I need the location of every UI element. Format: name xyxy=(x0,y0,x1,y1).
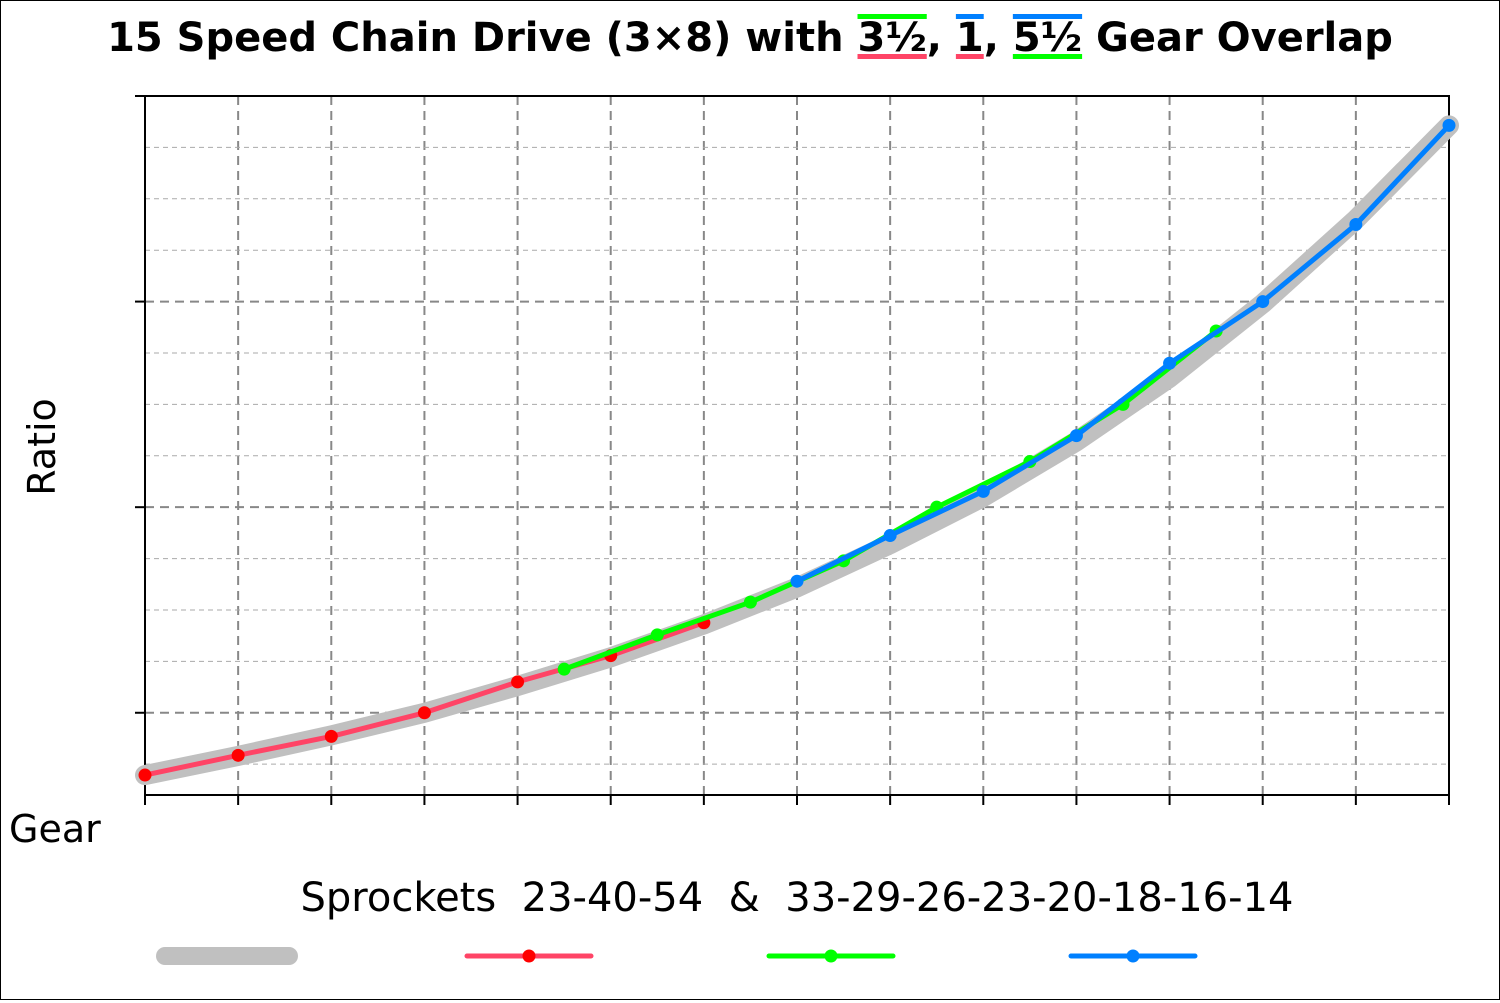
series-point-high-54 xyxy=(1163,356,1177,370)
series-point-low-23 xyxy=(511,675,525,689)
y-axis-label: Ratio xyxy=(20,398,64,496)
title-overlap-topbar xyxy=(955,14,984,19)
series-point-high-54 xyxy=(1442,118,1456,132)
series-point-low-23 xyxy=(231,748,245,762)
title-overlap-c: 5½ xyxy=(1013,15,1082,61)
series-point-med-40 xyxy=(743,595,757,609)
title-separator-2: , xyxy=(984,15,1013,61)
chart-axes xyxy=(135,95,1450,805)
series-point-high-54 xyxy=(1256,295,1270,309)
title-overlap-underlines xyxy=(857,14,1083,59)
title-overlap-a: 3½ xyxy=(858,15,927,61)
title-overlap-topbar xyxy=(1012,14,1083,19)
chart-series xyxy=(135,115,1459,786)
series-point-high-54 xyxy=(883,529,897,543)
series-point-low-23 xyxy=(138,768,152,782)
series-line-high-54 xyxy=(794,122,1452,584)
series-point-high-54 xyxy=(1349,217,1363,231)
title-prefix: 15 Speed Chain Drive (3×8) with xyxy=(107,15,857,61)
legend-marker-low-23 xyxy=(522,949,536,963)
series-point-high-54 xyxy=(976,484,990,498)
title-overlap-bottombar xyxy=(955,54,984,59)
series-point-high-54 xyxy=(790,574,804,588)
series-point-high-54 xyxy=(1069,429,1083,443)
series-point-low-23 xyxy=(417,706,431,720)
title-overlap-bottombar xyxy=(1012,54,1083,59)
series-point-med-40 xyxy=(557,662,571,676)
title-suffix: Gear Overlap xyxy=(1082,15,1393,61)
x-axis-label: Sprockets 23-40-54 & 33-29-26-23-20-18-1… xyxy=(301,875,1294,921)
legend-marker-med-40 xyxy=(824,949,838,963)
title-separator-1: , xyxy=(927,15,956,61)
chart-title: 15 Speed Chain Drive (3×8) with 3½, 1, 5… xyxy=(107,15,1393,61)
title-overlap-b: 1 xyxy=(956,15,984,61)
x-axis-gear-title: Gear xyxy=(9,807,101,851)
chart-grid xyxy=(145,96,1449,795)
title-overlap-topbar xyxy=(857,14,927,19)
title-overlap-bottombar xyxy=(857,54,927,59)
legend-marker-high-54 xyxy=(1126,949,1140,963)
chart-legend xyxy=(156,947,1198,965)
series-point-low-23 xyxy=(324,729,338,743)
series-point-med-40 xyxy=(650,628,664,642)
